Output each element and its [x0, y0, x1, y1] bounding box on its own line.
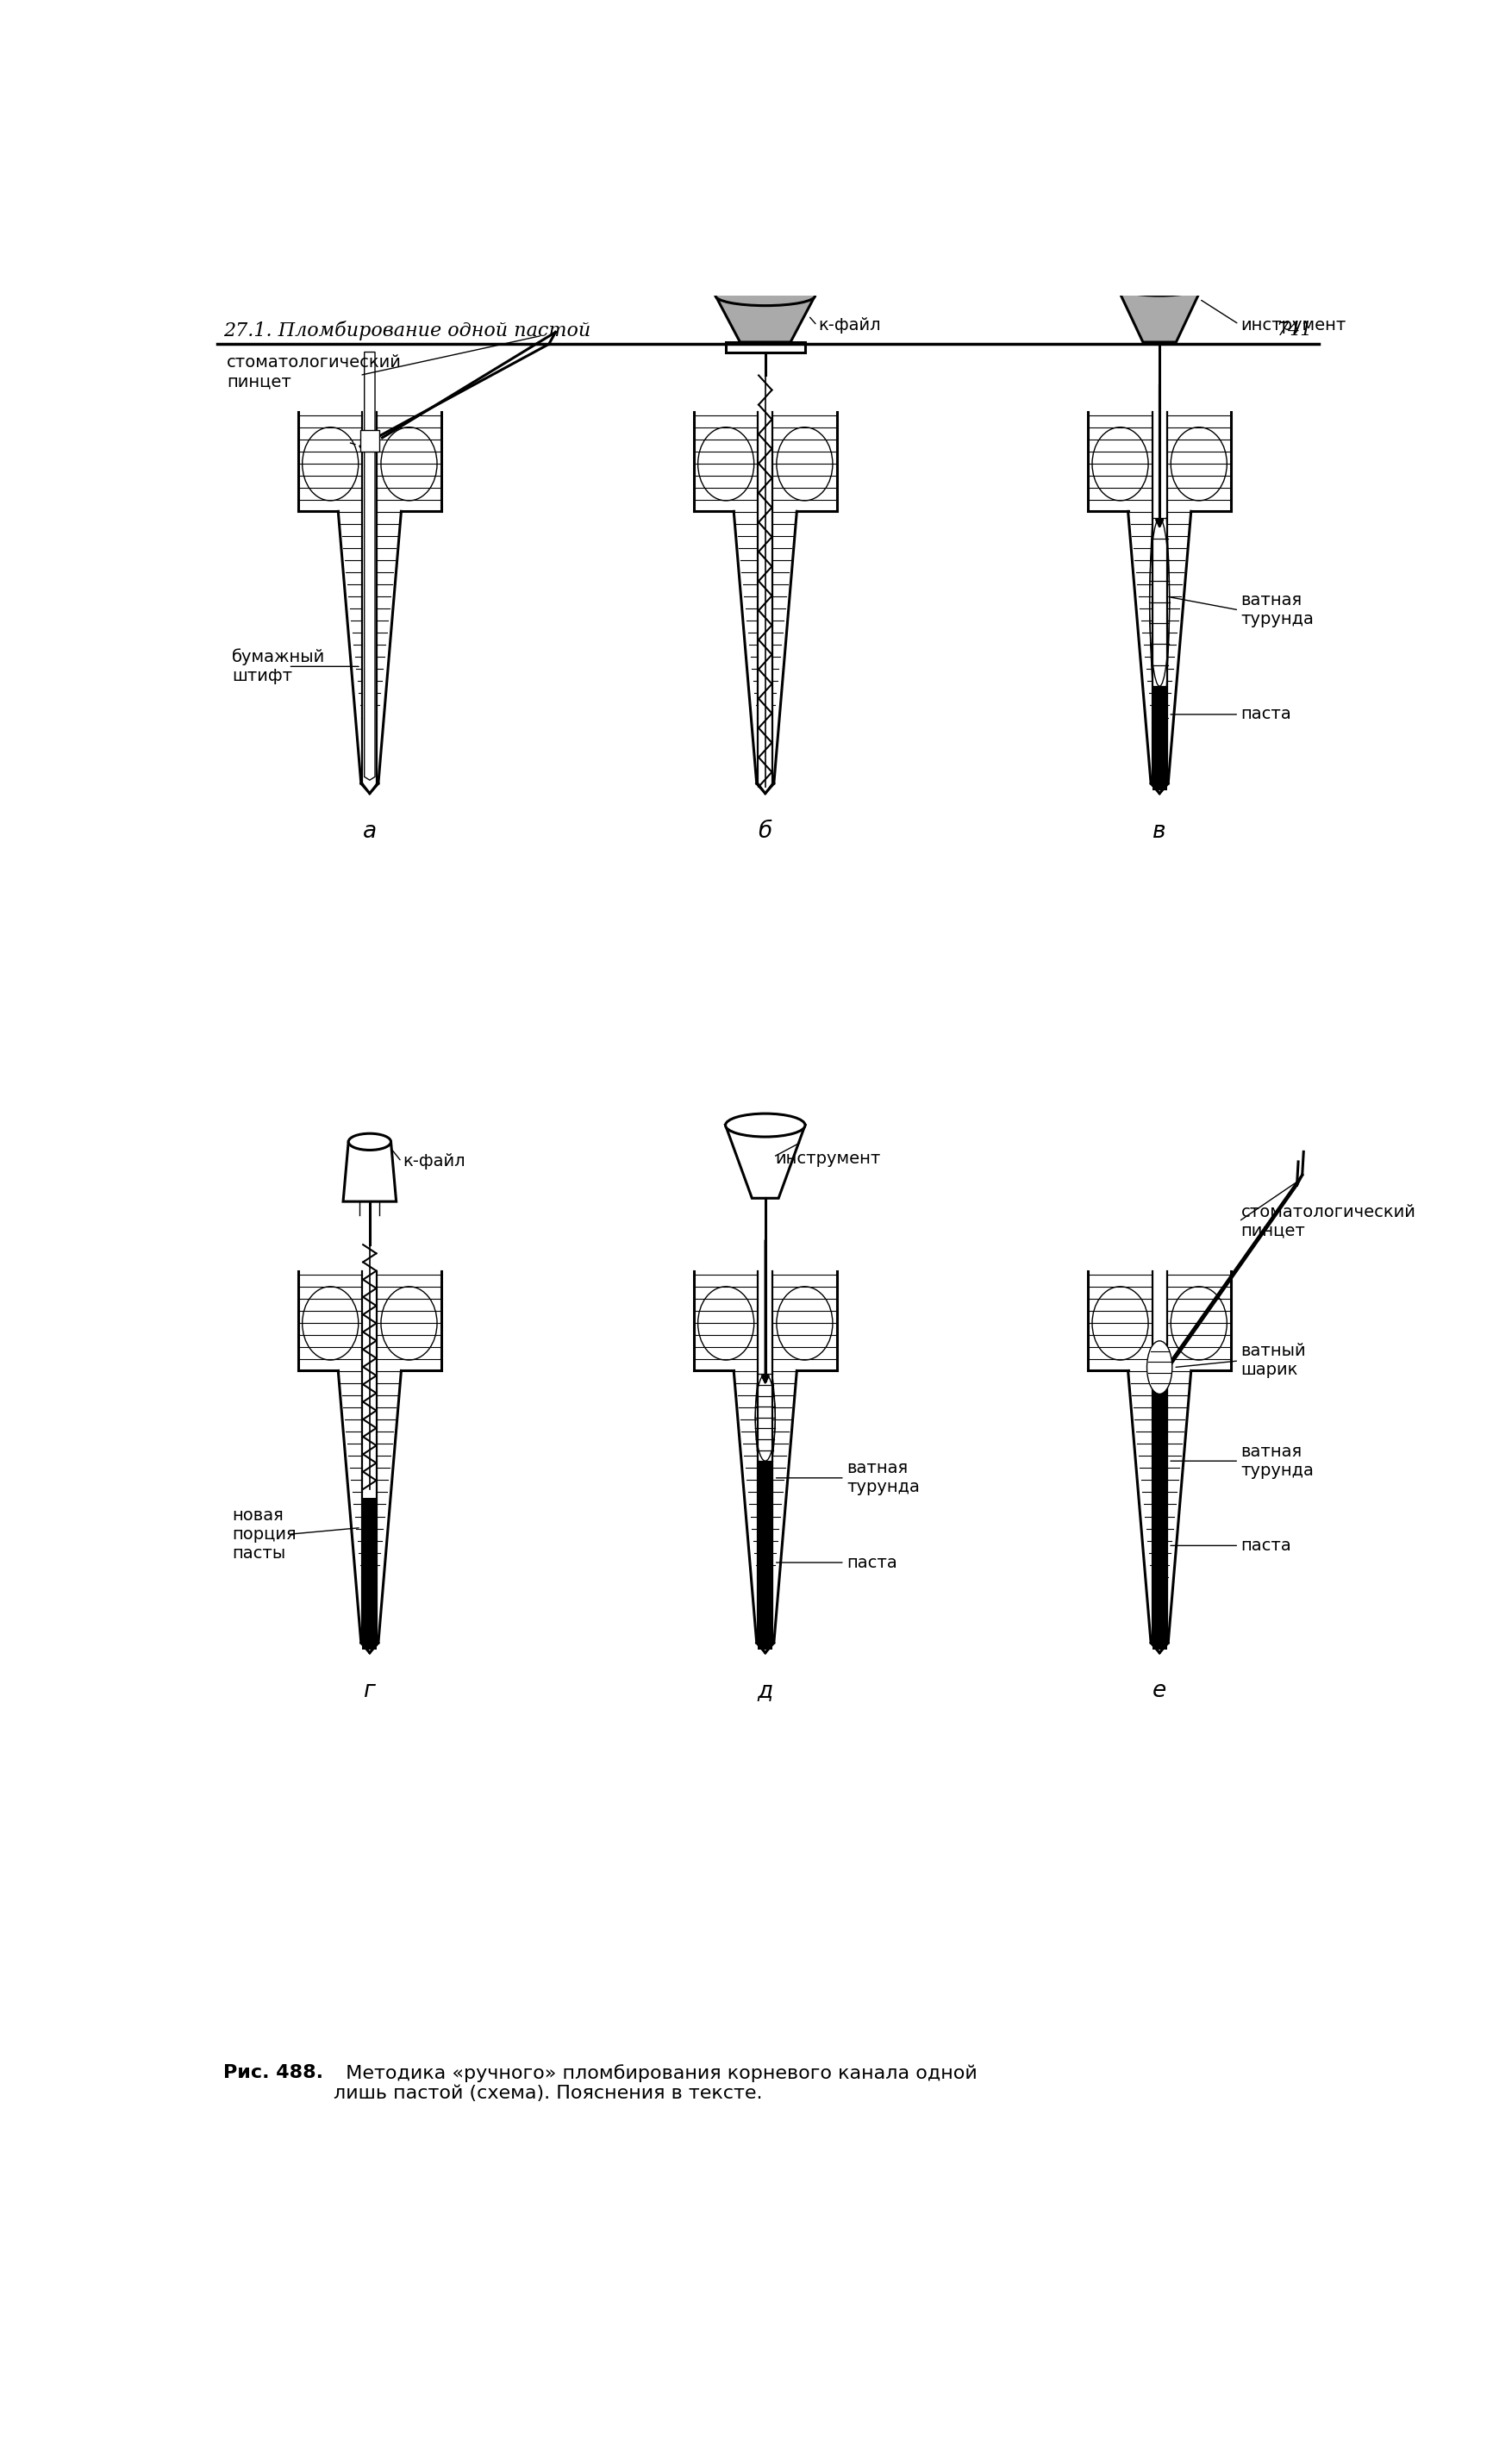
Text: бумажный
штифт: бумажный штифт — [231, 648, 325, 685]
Text: к-файл: к-файл — [818, 318, 881, 333]
Text: Рис. 488.: Рис. 488. — [224, 2065, 324, 2082]
Text: инструмент: инструмент — [1241, 318, 1345, 333]
Ellipse shape — [726, 1114, 805, 1136]
Polygon shape — [360, 431, 379, 451]
Polygon shape — [1151, 685, 1166, 791]
Text: 741: 741 — [1275, 320, 1311, 340]
Polygon shape — [364, 352, 375, 781]
Polygon shape — [726, 342, 805, 352]
Text: паста: паста — [1241, 1538, 1291, 1555]
Text: новая
порция
пасты: новая порция пасты — [231, 1508, 296, 1562]
Text: инструмент: инструмент — [775, 1151, 881, 1165]
Text: стоматологический
пинцет: стоматологический пинцет — [227, 355, 402, 389]
Text: е: е — [1153, 1680, 1166, 1703]
Text: а: а — [363, 821, 376, 843]
Text: ватная
турунда: ватная турунда — [1241, 591, 1314, 628]
Text: паста: паста — [847, 1555, 897, 1570]
Text: б: б — [758, 821, 772, 843]
Ellipse shape — [1147, 1340, 1172, 1395]
Polygon shape — [343, 1141, 396, 1202]
Text: ватный
шарик: ватный шарик — [1241, 1343, 1305, 1377]
Text: ватная
турунда: ватная турунда — [847, 1461, 920, 1496]
Polygon shape — [715, 296, 815, 342]
Text: 27.1. Пломбирование одной пастой: 27.1. Пломбирование одной пастой — [224, 320, 591, 340]
Polygon shape — [757, 1461, 772, 1648]
Ellipse shape — [715, 286, 815, 306]
Text: г: г — [363, 1680, 375, 1703]
Polygon shape — [1115, 286, 1202, 342]
Text: Методика «ручного» пломбирования корневого канала одной
лишь пастой (схема). Поя: Методика «ручного» пломбирования корнево… — [333, 2065, 976, 2102]
Ellipse shape — [1115, 276, 1202, 296]
Text: в: в — [1153, 821, 1166, 843]
Text: д: д — [757, 1680, 773, 1703]
Ellipse shape — [348, 1133, 391, 1151]
Polygon shape — [726, 1126, 805, 1198]
Polygon shape — [1151, 1370, 1166, 1648]
Text: стоматологический
пинцет: стоматологический пинцет — [1241, 1205, 1415, 1239]
Text: к-файл: к-файл — [403, 1153, 466, 1170]
Text: ватная
турунда: ватная турунда — [1241, 1444, 1314, 1478]
Polygon shape — [363, 1498, 376, 1648]
Text: паста: паста — [1241, 707, 1291, 722]
